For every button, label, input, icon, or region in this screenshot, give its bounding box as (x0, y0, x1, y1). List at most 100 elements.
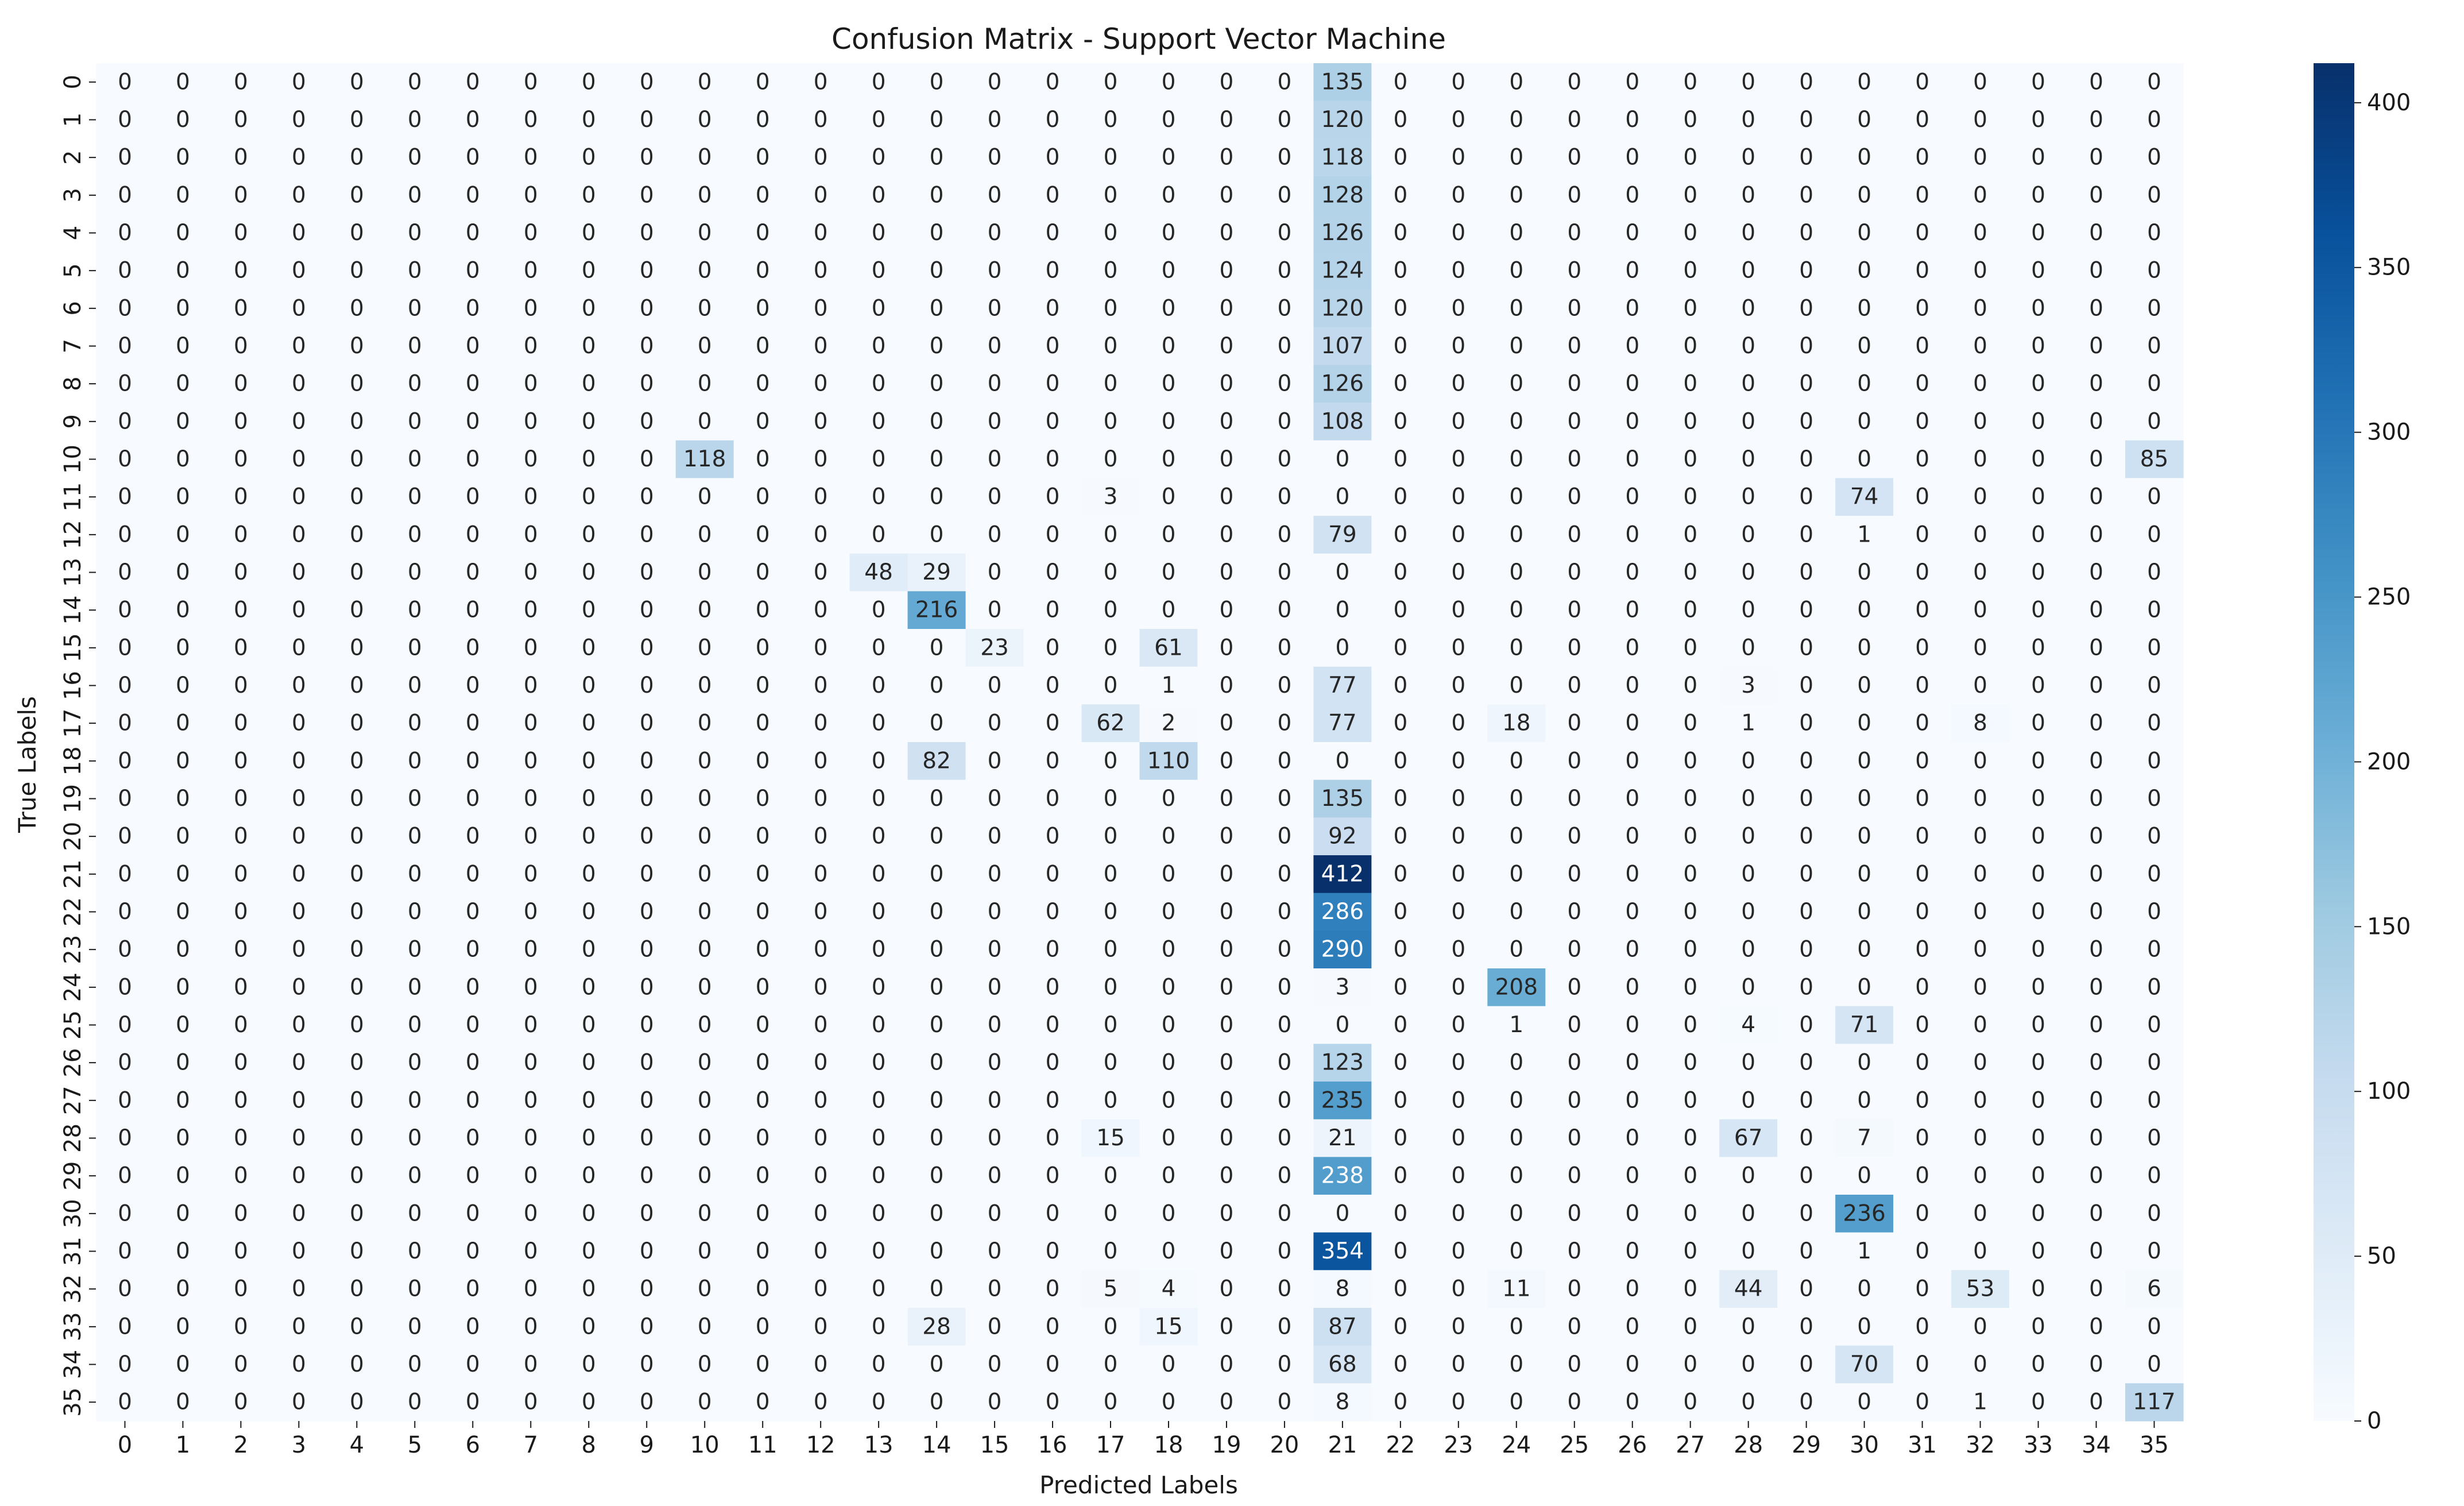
cell-value-label: 0 (1451, 1012, 1465, 1038)
cell-value-label: 0 (1973, 824, 1987, 849)
cell-value-label: 0 (176, 258, 190, 284)
cell-value-label: 0 (1278, 1087, 1292, 1113)
heatmap-cell (907, 252, 966, 290)
cell-value-label: 0 (118, 1163, 132, 1189)
cell-value-label: 0 (1451, 1238, 1465, 1264)
cell-value-label: 0 (1220, 559, 1234, 585)
cell-value-label: 0 (466, 861, 480, 887)
cell-value-label: 0 (1046, 597, 1060, 623)
cell-value-label: 0 (872, 295, 886, 321)
cell-value-label: 68 (1328, 1351, 1357, 1377)
cell-value-label: 74 (1850, 484, 1879, 510)
heatmap-cell (1603, 440, 1662, 478)
cell-value-label: 0 (1857, 145, 1871, 171)
heatmap-cell (733, 63, 792, 102)
heatmap-cell (1255, 289, 1314, 328)
cell-value-label: 0 (1278, 899, 1292, 925)
cell-value-label: 0 (930, 220, 944, 246)
cell-value-label: 0 (1046, 182, 1060, 208)
heatmap-cell (1603, 138, 1662, 177)
cell-value-label: 0 (872, 937, 886, 963)
cell-value-label: 0 (1567, 1351, 1581, 1377)
cell-value-label: 0 (698, 371, 712, 397)
heatmap-cell (733, 214, 792, 252)
cell-value-label: 0 (988, 107, 1002, 133)
cell-value-label: 0 (2031, 559, 2045, 585)
cell-value-label: 0 (466, 824, 480, 849)
cell-value-label: 0 (1104, 295, 1118, 321)
cell-value-label: 0 (582, 1314, 596, 1339)
heatmap-cell (2067, 101, 2126, 139)
cell-value-label: 0 (292, 1314, 306, 1339)
cell-value-label: 0 (524, 1050, 538, 1076)
cell-value-label: 0 (872, 786, 886, 812)
x-tick-label: 32 (1966, 1432, 1995, 1458)
cell-value-label: 0 (1046, 371, 1060, 397)
cell-value-label: 0 (466, 1276, 480, 1302)
heatmap-cell (733, 252, 792, 290)
cell-value-label: 0 (698, 107, 712, 133)
heatmap-cell (269, 252, 328, 290)
heatmap-cell (153, 403, 212, 441)
heatmap-cell (1081, 101, 1140, 139)
cell-value-label: 0 (1104, 446, 1118, 472)
cell-value-label: 0 (466, 1200, 480, 1226)
cell-value-label: 0 (640, 1050, 654, 1076)
cell-value-label: 0 (350, 333, 364, 359)
cell-value-label: 0 (930, 635, 944, 661)
cell-value-label: 0 (234, 824, 248, 849)
cell-value-label: 0 (292, 974, 306, 1000)
heatmap-cell (1081, 214, 1140, 252)
cell-value-label: 0 (1509, 220, 1523, 246)
heatmap-cell (1023, 138, 1082, 177)
cell-value-label: 0 (1046, 937, 1060, 963)
cell-value-label: 0 (234, 861, 248, 887)
cell-value-label: 0 (1046, 1163, 1060, 1189)
y-tick-label: 9 (60, 414, 86, 428)
cell-value-label: 0 (1162, 107, 1176, 133)
y-tick-label: 25 (60, 1010, 86, 1040)
cell-value-label: 0 (350, 145, 364, 171)
cell-value-label: 0 (524, 1087, 538, 1113)
cell-value-label: 0 (1046, 673, 1060, 698)
cell-value-label: 0 (1451, 1314, 1465, 1339)
cell-value-label: 0 (640, 1314, 654, 1339)
cell-value-label: 0 (1104, 1238, 1118, 1264)
cell-value-label: 0 (234, 69, 248, 95)
heatmap-cell (617, 289, 676, 328)
cell-value-label: 67 (1734, 1125, 1763, 1151)
heatmap-cell (1893, 327, 1952, 365)
heatmap-cell (2009, 289, 2068, 328)
cell-value-label: 0 (930, 446, 944, 472)
heatmap-cell (1429, 214, 1488, 252)
cell-value-label: 0 (1162, 937, 1176, 963)
cell-value-label: 0 (1509, 1351, 1523, 1377)
cell-value-label: 0 (118, 145, 132, 171)
cell-value-label: 0 (1973, 522, 1987, 547)
y-tick-label: 26 (60, 1048, 86, 1078)
cell-value-label: 0 (1625, 107, 1639, 133)
cell-value-label: 0 (1973, 182, 1987, 208)
heatmap-cell (965, 138, 1024, 177)
cell-value-label: 0 (1683, 710, 1697, 736)
cell-value-label: 0 (1162, 1087, 1176, 1113)
heatmap-cell (791, 403, 850, 441)
cell-value-label: 0 (1104, 786, 1118, 812)
cell-value-label: 0 (350, 1012, 364, 1038)
cell-value-label: 18 (1502, 710, 1531, 736)
cell-value-label: 0 (1799, 1012, 1813, 1038)
heatmap-cell (1777, 440, 1836, 478)
cell-value-label: 0 (1741, 107, 1755, 133)
cell-value-label: 0 (466, 559, 480, 585)
heatmap-cell (617, 252, 676, 290)
heatmap-cell (2009, 63, 2068, 102)
cell-value-label: 0 (1683, 484, 1697, 510)
heatmap-cell (559, 327, 618, 365)
cell-value-label: 0 (2147, 1351, 2161, 1377)
cell-value-label: 0 (1741, 1087, 1755, 1113)
cell-value-label: 0 (640, 824, 654, 849)
cell-value-label: 0 (2147, 974, 2161, 1000)
cell-value-label: 0 (524, 559, 538, 585)
cell-value-label: 0 (1915, 182, 1929, 208)
cell-value-label: 0 (1683, 408, 1697, 434)
